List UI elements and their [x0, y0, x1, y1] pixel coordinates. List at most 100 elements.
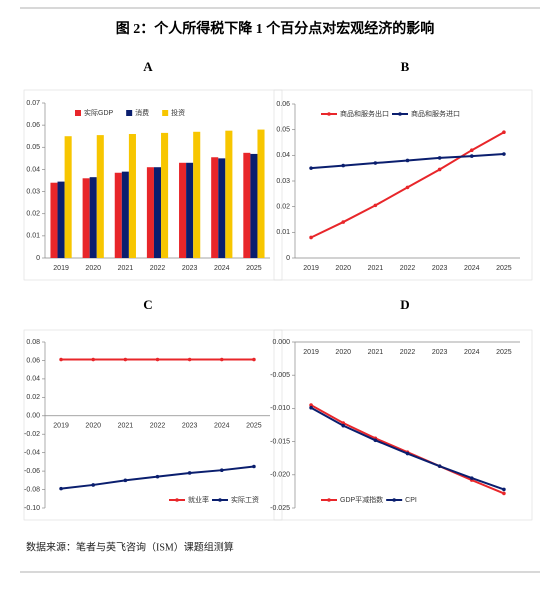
x-tick-label: 2020 [85, 265, 101, 272]
bar [89, 177, 97, 258]
point [405, 451, 410, 456]
x-tick-label: 2022 [400, 349, 416, 356]
legend-label: 商品和服务进口 [411, 109, 460, 118]
panel-frame [273, 89, 533, 281]
y-tick-label: 0 [286, 255, 290, 262]
point [252, 464, 256, 469]
point [91, 357, 96, 362]
legend-marker [392, 498, 396, 502]
y-tick-label: 0.00 [26, 413, 40, 420]
bar [193, 131, 201, 258]
y-tick-label: -0.08 [24, 486, 40, 493]
legend-swatch [162, 110, 169, 116]
y-tick-label: 0.06 [26, 122, 40, 129]
x-tick-label: 2020 [335, 265, 351, 272]
point [502, 130, 506, 135]
y-tick-label: 0.02 [26, 211, 40, 218]
bar [211, 157, 219, 258]
y-tick-label: 0.01 [26, 233, 40, 240]
panel-frame [273, 329, 533, 521]
x-tick-label: 2024 [464, 265, 480, 272]
bar [218, 158, 226, 258]
point [373, 203, 378, 208]
x-tick-label: 2022 [150, 265, 166, 272]
bar [128, 134, 136, 258]
x-tick-label: 2021 [118, 265, 134, 272]
legend-label: 实际工资 [231, 495, 259, 504]
y-tick-label: -0.010 [270, 405, 290, 412]
point [309, 235, 313, 240]
point [469, 148, 474, 152]
y-tick-label: 0.000 [272, 339, 290, 346]
y-tick-label: -0.005 [270, 372, 290, 379]
bar [243, 152, 251, 258]
y-tick-label: -0.04 [24, 450, 40, 457]
point [219, 357, 224, 362]
y-tick-label: -0.025 [270, 505, 290, 512]
y-tick-label: 0.01 [276, 229, 290, 236]
x-tick-label: 2025 [496, 349, 512, 356]
legend-marker [175, 498, 179, 502]
x-tick-label: 2020 [85, 423, 101, 430]
legend-marker [327, 498, 331, 502]
y-tick-label: 0.05 [26, 144, 40, 151]
legend-label: 就业率 [188, 495, 209, 504]
panel-label: D [400, 297, 409, 312]
x-tick-label: 2024 [464, 349, 480, 356]
x-tick-label: 2020 [335, 349, 351, 356]
y-tick-label: 0.05 [276, 127, 290, 134]
y-tick-label: 0.02 [276, 204, 290, 211]
x-tick-label: 2022 [150, 423, 166, 430]
x-tick-label: 2024 [214, 265, 230, 272]
bar [50, 182, 58, 258]
x-tick-label: 2021 [368, 349, 384, 356]
point [341, 163, 346, 168]
point [341, 220, 346, 224]
legend-label: 消费 [135, 108, 149, 117]
point [373, 438, 378, 443]
y-tick-label: -0.015 [270, 438, 290, 445]
point [59, 357, 63, 362]
legend-label: GDP平减指数 [340, 495, 383, 504]
legend-swatch [126, 110, 133, 116]
bar [186, 162, 194, 258]
y-tick-label: -0.02 [24, 431, 40, 438]
bar [225, 130, 233, 258]
x-tick-label: 2023 [182, 423, 198, 430]
point [187, 357, 192, 362]
y-tick-label: 0.03 [276, 178, 290, 185]
bar [82, 178, 90, 258]
x-tick-label: 2025 [496, 265, 512, 272]
bar [146, 167, 154, 258]
line [310, 406, 505, 491]
legend-marker [218, 498, 222, 502]
y-tick-label: 0.02 [26, 394, 40, 401]
y-tick-label: 0.06 [26, 357, 40, 364]
point [469, 476, 474, 480]
bar [153, 167, 162, 258]
point [373, 161, 378, 165]
x-tick-label: 2021 [118, 423, 134, 430]
x-tick-label: 2019 [53, 265, 69, 272]
y-tick-label: 0.08 [26, 339, 40, 346]
bar [57, 181, 65, 258]
point [187, 471, 192, 475]
point [252, 357, 256, 362]
point [59, 486, 63, 491]
legend-marker [327, 112, 331, 116]
y-tick-label: 0.04 [26, 376, 40, 383]
point [405, 185, 410, 190]
bar [257, 129, 265, 258]
panel-label: B [401, 59, 410, 74]
legend-swatch [75, 110, 81, 116]
bar [121, 171, 129, 258]
bar [96, 135, 104, 258]
x-tick-label: 2024 [214, 423, 230, 430]
x-tick-label: 2025 [246, 265, 262, 272]
point [123, 478, 128, 483]
y-tick-label: 0.07 [26, 100, 40, 107]
bar [114, 172, 122, 258]
y-tick-label: 0.04 [276, 152, 290, 159]
point [309, 405, 313, 410]
